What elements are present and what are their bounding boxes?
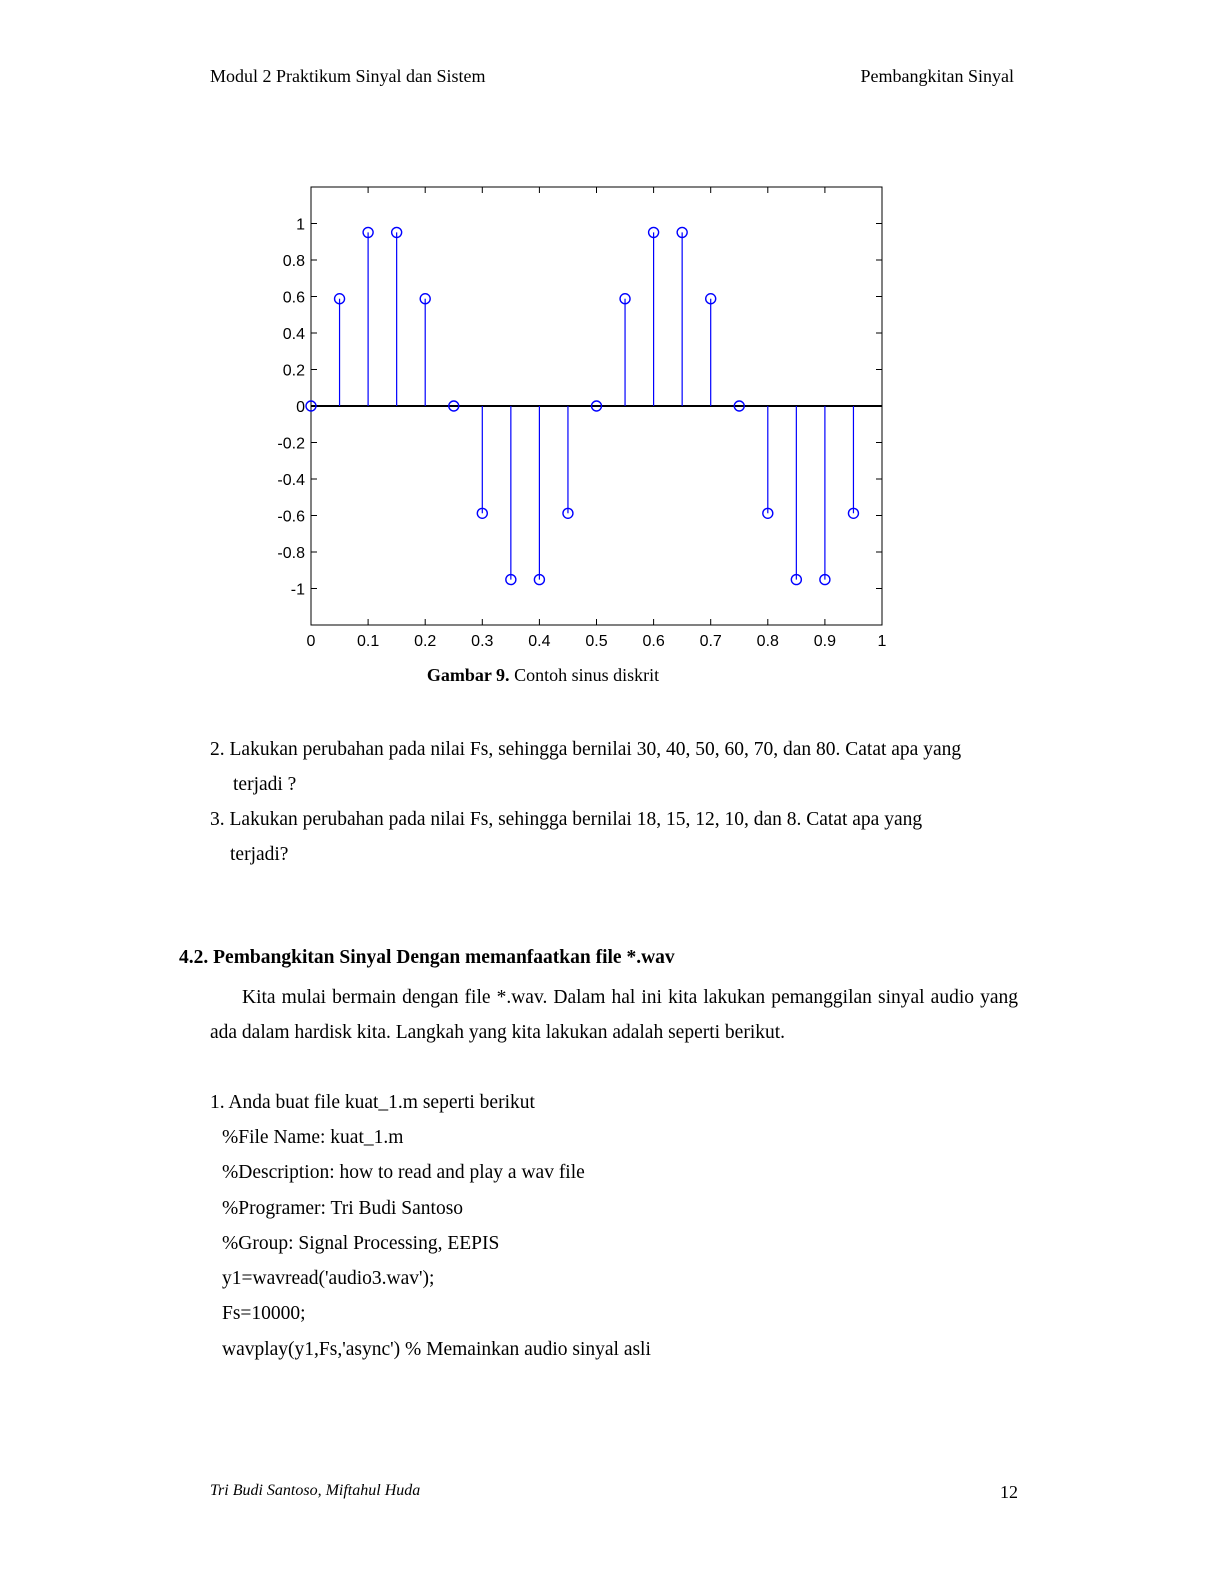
x-tick-label: 0.4 [528, 633, 550, 650]
stem-marker [705, 293, 717, 305]
x-tick-label: 0.6 [642, 633, 664, 650]
stem-marker [448, 400, 460, 412]
stem-marker [819, 573, 831, 586]
stem-marker [333, 293, 346, 305]
y-tick-label: -0.2 [277, 436, 305, 453]
list-item: 2. Lakukan perubahan pada nilai Fs, sehi… [210, 732, 1018, 802]
code-line: Fs=10000; [222, 1303, 306, 1325]
code-line: %Group: Signal Processing, EEPIS [222, 1232, 500, 1254]
code-line: %File Name: kuat_1.m [222, 1127, 404, 1148]
code-line: wavplay(y1,Fs,'async') % Memainkan audio… [222, 1338, 651, 1360]
y-tick-label: 0.8 [283, 253, 305, 270]
page-number: 12 [1000, 1482, 1018, 1502]
code-line: y1=wavread('audio3.wav'); [222, 1268, 435, 1290]
x-tick-label: 0.9 [814, 633, 836, 650]
stem-marker [533, 573, 546, 586]
x-tick-label: 0.3 [471, 633, 493, 650]
list-item: 3. Lakukan perubahan pada nilai Fs, sehi… [210, 802, 1018, 872]
header-left: Modul 2 Praktikum Sinyal dan Sistem [210, 66, 486, 86]
figure-caption: Gambar 9. Contoh sinus diskrit [218, 665, 868, 686]
x-tick-label: 0.1 [357, 633, 379, 650]
x-tick-label: 0.5 [585, 633, 607, 650]
stem-marker [647, 226, 660, 239]
x-tick-label: 0.8 [757, 633, 779, 650]
header-right: Pembangkitan Sinyal [860, 66, 1014, 86]
y-tick-label: 1 [296, 217, 305, 234]
stem-marker [562, 507, 574, 519]
y-tick-label: 0.4 [283, 326, 305, 343]
y-tick-label: 0 [296, 399, 305, 416]
figure: 1 0.8 0.6 0.4 0.2 0 -0.2 -0.4 -0.6 -0.8 -1 0 0.1 0.2 0… [218, 160, 908, 685]
stem-marker [619, 293, 631, 305]
caption-text: Contoh sinus diskrit [509, 665, 660, 685]
stem-marker [790, 573, 803, 586]
y-tick-label: -1 [291, 582, 305, 599]
x-tick-label: 1 [878, 633, 887, 650]
y-tick-label: -0.8 [277, 545, 305, 562]
stem-marker [362, 226, 374, 239]
item-2-text: 2. Lakukan perubahan pada nilai Fs, sehi… [210, 739, 962, 760]
stem-marker [419, 293, 431, 305]
item-3-text: 3. Lakukan perubahan pada nilai Fs, sehi… [210, 809, 923, 830]
stem-marker [847, 507, 860, 519]
stem-marker [590, 400, 603, 412]
y-tick-label: -0.4 [277, 472, 305, 489]
stem-marker [676, 226, 688, 239]
stem-marker [762, 507, 774, 519]
stem-marker [390, 226, 403, 239]
stem-marker [476, 507, 488, 519]
code-block: %File Name: kuat_1.m %Description: how t… [222, 1120, 651, 1367]
stem-marker [505, 573, 517, 586]
section-title: 4.2. Pembangkitan Sinyal Dengan memanfaa… [179, 947, 675, 968]
code-line: %Description: how to read and play a wav… [222, 1162, 585, 1184]
stem-marker [305, 400, 317, 412]
item-2-cont: terjadi ? [233, 774, 297, 795]
code-line: %Programer: Tri Budi Santoso [222, 1197, 464, 1219]
caption-label: Gambar 9. [426, 665, 510, 685]
y-tick-label: -0.6 [277, 509, 305, 526]
y-tick-label: 0.6 [283, 290, 305, 307]
x-tick-label: 0.7 [700, 633, 722, 650]
section-paragraph: Kita mulai bermain dengan file *.wav. Da… [210, 987, 1018, 1043]
y-tick-label: 0.2 [283, 363, 305, 380]
footer-authors: Tri Budi Santoso, Miftahul Huda [210, 1482, 421, 1499]
stem-marker [733, 400, 745, 412]
step-intro: 1. Anda buat file kuat_1.m seperti berik… [210, 1092, 535, 1113]
stem-plot: 1 0.8 0.6 0.4 0.2 0 -0.2 -0.4 -0.6 -0.8 -1 0 0.1 0.2 0… [277, 186, 887, 650]
item-3-cont: terjadi? [230, 844, 289, 865]
x-tick-label: 0 [307, 633, 316, 650]
x-tick-label: 0.2 [414, 633, 436, 650]
